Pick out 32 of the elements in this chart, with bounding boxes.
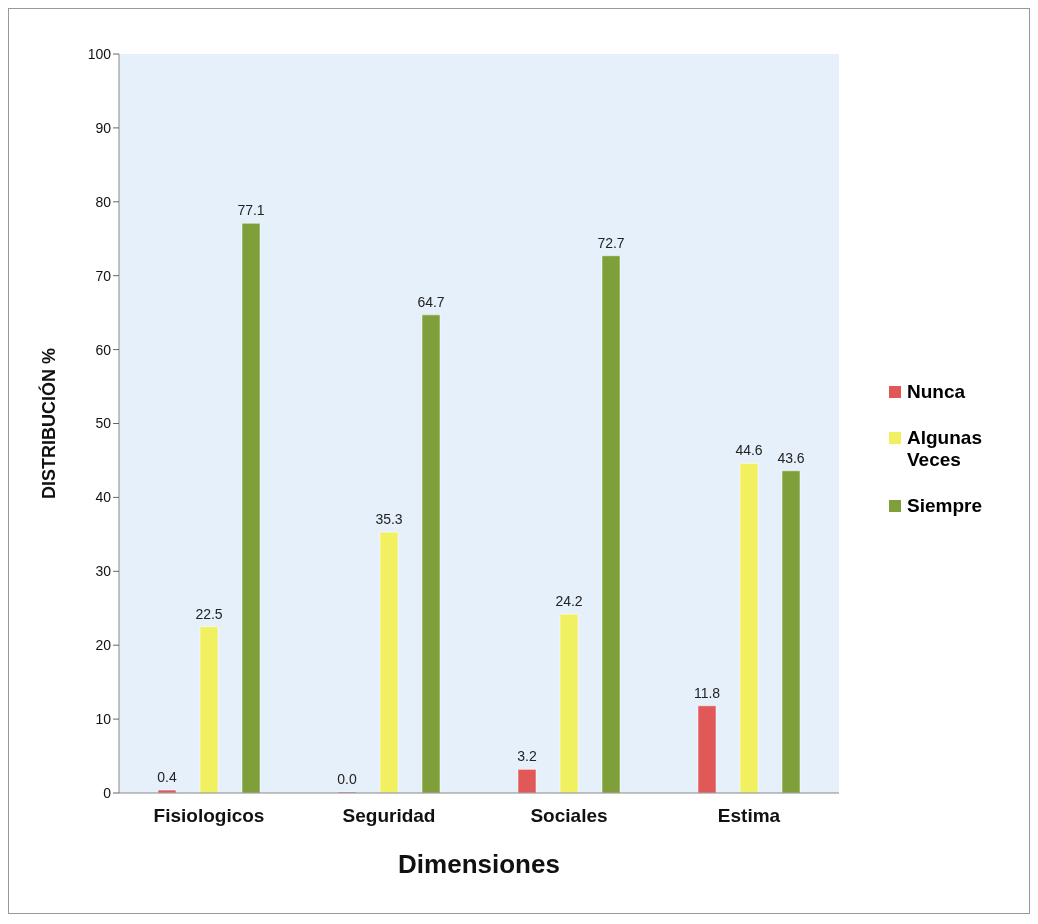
data-label: 0.4 (157, 769, 177, 786)
x-axis-title: Dimensiones (398, 849, 560, 879)
y-tick-label: 10 (95, 711, 112, 728)
x-tick-label: Fisiologicos (153, 805, 265, 827)
y-tick-label: 30 (95, 563, 112, 580)
x-tick-label: Estima (717, 805, 781, 827)
y-tick-label: 40 (95, 489, 112, 506)
y-tick-label: 70 (95, 267, 112, 284)
data-label: 3.2 (517, 748, 537, 765)
data-label: 44.6 (735, 442, 763, 459)
y-tick-label: 100 (87, 45, 112, 62)
y-tick-label: 90 (95, 119, 112, 136)
data-label: 64.7 (417, 293, 445, 310)
data-label: 24.2 (555, 593, 583, 610)
data-label: 0.0 (337, 771, 357, 787)
y-tick-label: 20 (95, 637, 112, 654)
data-label: 22.5 (195, 605, 223, 622)
y-tick-label: 0 (103, 784, 112, 801)
y-tick-label: 60 (95, 341, 112, 358)
y-tick-label: 50 (95, 415, 112, 432)
data-label: 72.7 (597, 234, 625, 251)
y-axis-title: DISTRIBUCIÓN % (38, 347, 60, 500)
legend-label: Algunas Veces (907, 427, 983, 471)
y-tick-label: 80 (95, 193, 112, 210)
x-tick-label: Sociales (530, 805, 608, 827)
data-label: 11.8 (693, 684, 721, 701)
legend-label: Nunca (907, 381, 967, 403)
data-label: 77.1 (237, 202, 265, 219)
legend-label: Siempre (907, 495, 983, 517)
x-tick-label: Seguridad (342, 805, 436, 827)
data-label: 35.3 (375, 511, 403, 528)
data-label: 43.6 (777, 449, 805, 466)
